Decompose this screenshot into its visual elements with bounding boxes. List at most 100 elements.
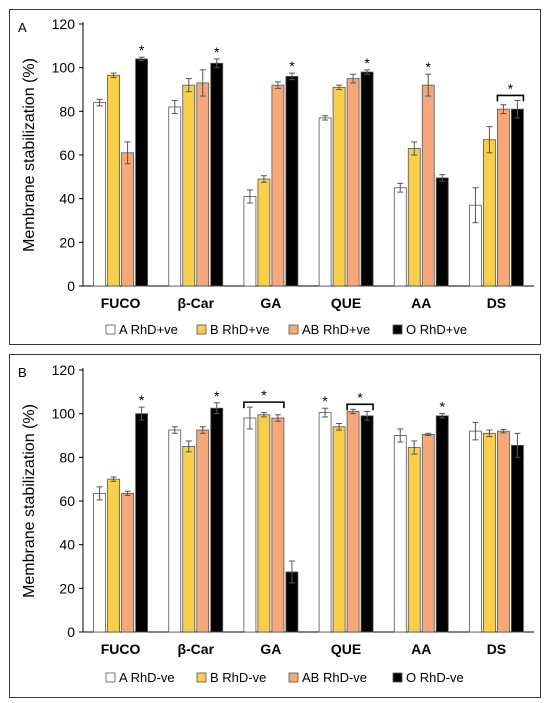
chart-b-significance-star: * xyxy=(440,399,446,415)
chart-b-bar xyxy=(121,492,134,633)
chart-a-bar xyxy=(497,108,510,287)
chart-a-significance-star: * xyxy=(139,42,145,58)
chart-b-bar xyxy=(497,430,510,633)
chart-a-bar xyxy=(360,71,374,287)
chart-a-bar xyxy=(435,177,449,287)
chart-a-significance-bracket xyxy=(496,94,525,102)
chart-a-category-label: GA xyxy=(260,295,281,311)
chart-b-bar xyxy=(360,415,374,633)
chart-a-bar xyxy=(483,139,496,287)
chart-b-ytick-label: 80 xyxy=(59,449,75,465)
chart-b-svg: B Membrane stabilization (%) 0 20 40 60 80 100 1… xyxy=(18,362,534,685)
chart-a-bar xyxy=(407,148,421,287)
chart-b-legend-label: O RhD-ve xyxy=(406,670,464,685)
chart-a-bar xyxy=(196,82,210,287)
chart-b-ytick-label: 40 xyxy=(59,537,75,553)
chart-b-bar xyxy=(196,429,210,633)
chart-a-significance-star: * xyxy=(364,55,370,71)
chart-b-ytick-label: 20 xyxy=(59,580,75,596)
chart-b-legend-label: A RhD-ve xyxy=(119,670,175,685)
chart-b-bar xyxy=(182,446,196,633)
chart-b-bar xyxy=(318,412,332,633)
chart-b-bar xyxy=(421,434,435,633)
chart-b-legend-swatch xyxy=(196,672,207,683)
chart-b-bar xyxy=(243,417,257,633)
chart-a-bar xyxy=(182,84,196,287)
chart-a-bar xyxy=(318,117,332,287)
chart-b-significance-star: * xyxy=(214,388,220,404)
chart-b-significance-bracket xyxy=(346,403,374,411)
chart-a-category-label: DS xyxy=(487,295,506,311)
chart-b-bar xyxy=(107,478,120,633)
chart-a-legend-swatch xyxy=(392,324,403,335)
chart-b-legend-swatch xyxy=(288,672,299,683)
chart-a-significance-star: * xyxy=(508,80,514,96)
chart-a-panel-label: A xyxy=(18,20,27,35)
chart-b-bar xyxy=(93,492,106,633)
chart-a-ytick-label: 120 xyxy=(52,16,76,32)
chart-b-panel-label: B xyxy=(18,365,27,380)
chart-b-bar xyxy=(135,413,148,633)
chart-a-ytick-label: 40 xyxy=(59,191,75,207)
chart-b-bar xyxy=(435,415,449,633)
chart-a-bar xyxy=(93,102,106,287)
chart-b-significance-bracket xyxy=(243,401,285,409)
chart-b-bar xyxy=(257,414,271,633)
chart-b-bar xyxy=(346,411,360,633)
chart-a-bar xyxy=(135,58,148,287)
chart-a-category-label: AA xyxy=(411,295,431,311)
chart-a-bar xyxy=(168,106,182,287)
chart-b-significance-star: * xyxy=(139,392,145,408)
chart-a-ytick-label: 60 xyxy=(59,147,75,163)
chart-a-significance-star: * xyxy=(214,44,220,60)
chart-b-bar xyxy=(483,432,496,633)
chart-a-legend-label: A RhD+ve xyxy=(119,322,178,337)
chart-b-ytick-label: 60 xyxy=(59,493,75,509)
chart-b-significance-star: * xyxy=(261,387,267,403)
chart-a-ytick-label: 100 xyxy=(52,60,76,76)
chart-a-significance-star: * xyxy=(426,59,432,75)
chart-b-legend-label: B RhD-ve xyxy=(210,670,266,685)
chart-b-significance-star: * xyxy=(322,393,328,409)
chart-a-bar xyxy=(107,74,120,287)
chart-a-legend-swatch xyxy=(196,324,207,335)
chart-a-ytick-label: 0 xyxy=(67,278,75,294)
chart-b-ytick-label: 100 xyxy=(52,406,76,422)
panel-b: B Membrane stabilization (%) 0 20 40 60 80 100 1… xyxy=(9,354,541,698)
chart-a-bar xyxy=(421,84,435,287)
chart-a-bar xyxy=(332,86,346,287)
chart-a-legend-label: O RhD+ve xyxy=(406,322,467,337)
chart-a-bar xyxy=(285,76,299,287)
chart-b-category-label: GA xyxy=(260,641,281,657)
chart-a-ylabel: Membrane stabilization (%) xyxy=(21,58,38,252)
chart-a-legend-swatch xyxy=(288,324,299,335)
chart-a-legend-swatch xyxy=(105,324,116,335)
chart-b-bar xyxy=(210,407,224,633)
chart-a-ytick-label: 80 xyxy=(59,103,75,119)
chart-a-bar xyxy=(243,196,257,287)
chart-b-ytick-label: 0 xyxy=(67,624,75,640)
chart-b-bar xyxy=(168,429,182,633)
chart-a-bar xyxy=(511,108,524,287)
chart-a-svg: A Membrane stabilization (%) 0 20 40 60 80 100 1… xyxy=(18,16,534,337)
chart-b-category-label: DS xyxy=(487,641,506,657)
chart-a-ytick-label: 20 xyxy=(59,234,75,250)
chart-b-legend-swatch xyxy=(105,672,116,683)
chart-a-legend-label: B RhD+ve xyxy=(210,322,270,337)
chart-a-significance-star: * xyxy=(289,58,295,74)
chart-b-significance-star: * xyxy=(357,389,363,405)
chart-b-bar xyxy=(469,430,482,633)
chart-b-bar xyxy=(511,444,524,633)
chart-b-bar xyxy=(271,417,285,633)
chart-b-category-label: QUE xyxy=(331,641,361,657)
chart-a-category-label: FUCO xyxy=(101,295,141,311)
chart-a-bar xyxy=(121,152,134,287)
chart-a-bar xyxy=(393,187,407,287)
chart-b-bar xyxy=(407,447,421,633)
chart-b-category-label: AA xyxy=(411,641,431,657)
chart-b-bar xyxy=(332,426,346,633)
chart-a-legend-label: AB RhD+ve xyxy=(302,322,370,337)
chart-b-ylabel: Membrane stabilization (%) xyxy=(21,404,38,598)
chart-a-category-label: β-Car xyxy=(177,295,214,311)
chart-a-bar xyxy=(346,78,360,287)
